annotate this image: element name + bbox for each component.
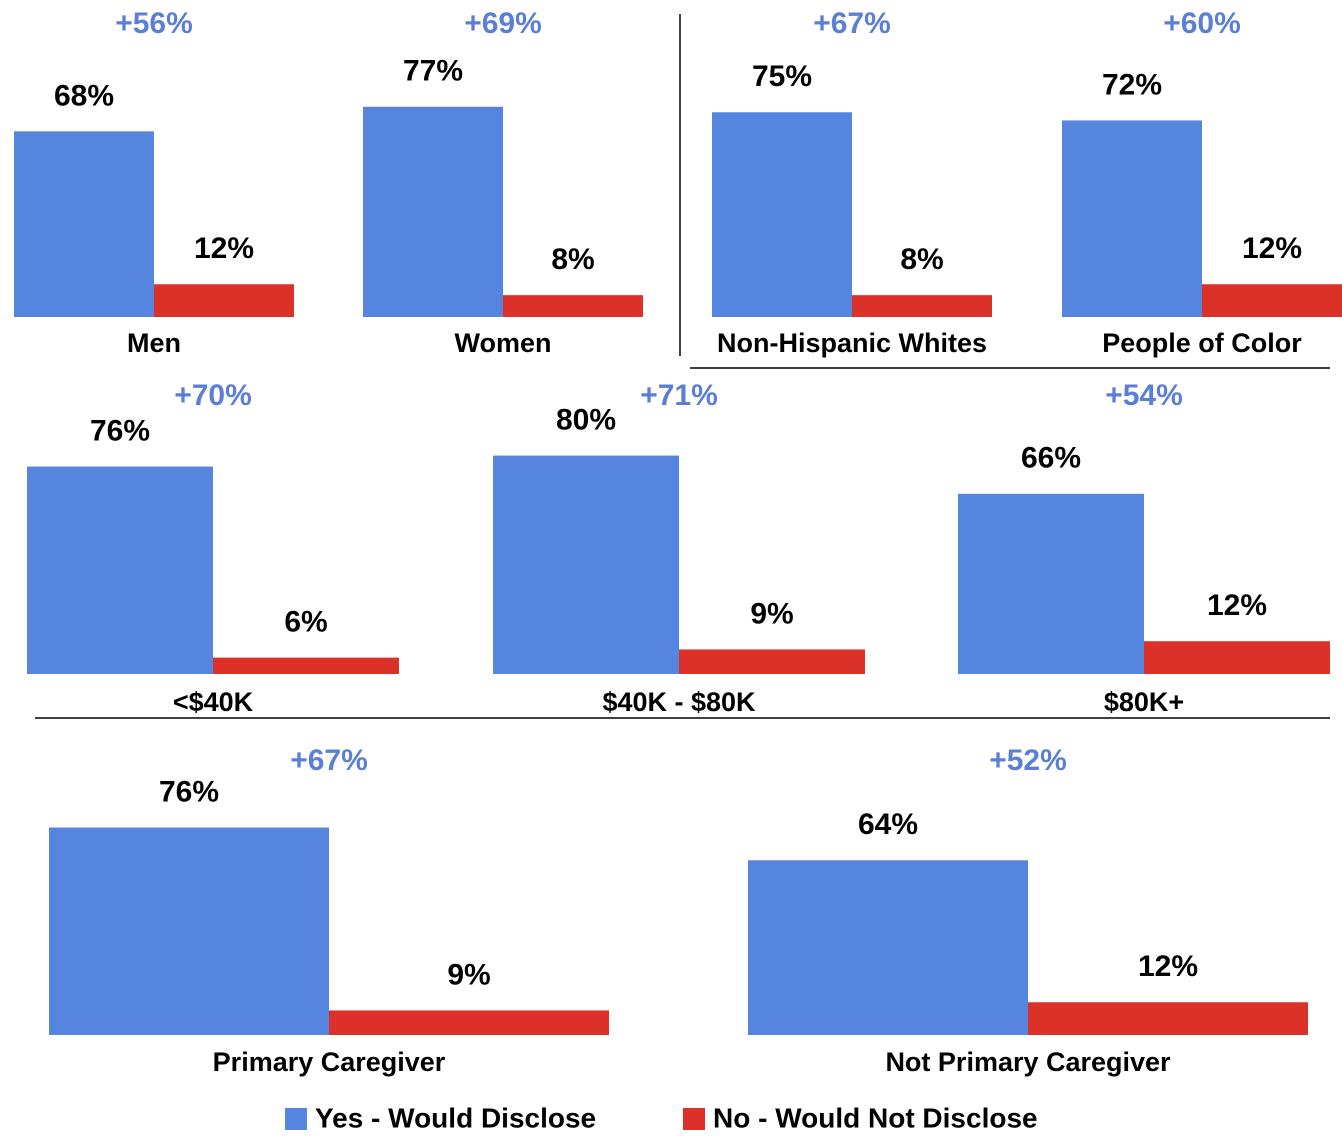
difference-label: +71% bbox=[640, 379, 718, 412]
value-label: 68% bbox=[54, 79, 114, 112]
category-label: Non-Hispanic Whites bbox=[717, 328, 987, 358]
value-label: 9% bbox=[447, 958, 490, 991]
bar bbox=[679, 649, 865, 674]
legend-label: No - Would Not Disclose bbox=[713, 1102, 1038, 1133]
value-label: 9% bbox=[750, 597, 793, 630]
bar bbox=[213, 657, 399, 674]
bar bbox=[1144, 641, 1330, 674]
legend-label: Yes - Would Disclose bbox=[315, 1102, 596, 1133]
bar bbox=[329, 1010, 609, 1035]
category-label: Primary Caregiver bbox=[213, 1047, 446, 1077]
bar bbox=[1202, 284, 1342, 317]
value-label: 80% bbox=[556, 404, 616, 437]
difference-label: +54% bbox=[1105, 379, 1183, 412]
legend-swatch bbox=[285, 1108, 307, 1130]
value-label: 76% bbox=[159, 775, 219, 808]
category-label: Not Primary Caregiver bbox=[885, 1047, 1171, 1077]
category-label: People of Color bbox=[1102, 328, 1302, 358]
legend-swatch bbox=[683, 1108, 705, 1130]
value-label: 77% bbox=[403, 55, 463, 88]
value-label: 12% bbox=[194, 232, 254, 265]
value-label: 8% bbox=[551, 243, 594, 276]
value-label: 64% bbox=[858, 808, 918, 841]
value-label: 66% bbox=[1021, 442, 1081, 475]
difference-label: +67% bbox=[290, 744, 368, 777]
value-label: 12% bbox=[1138, 950, 1198, 983]
value-label: 6% bbox=[284, 606, 327, 639]
bar bbox=[14, 131, 154, 317]
difference-label: +56% bbox=[115, 7, 193, 40]
category-label: Women bbox=[454, 328, 551, 358]
difference-label: +70% bbox=[174, 379, 252, 412]
value-label: 8% bbox=[900, 243, 943, 276]
difference-label: +69% bbox=[464, 7, 542, 40]
difference-label: +52% bbox=[989, 744, 1067, 777]
difference-label: +60% bbox=[1163, 7, 1241, 40]
bar bbox=[27, 466, 213, 674]
category-label: Men bbox=[127, 328, 181, 358]
value-label: 72% bbox=[1102, 68, 1162, 101]
difference-label: +67% bbox=[813, 7, 891, 40]
bar bbox=[154, 284, 294, 317]
bar bbox=[503, 295, 643, 317]
category-label: <$40K bbox=[173, 687, 254, 717]
bar bbox=[493, 455, 679, 674]
value-label: 12% bbox=[1242, 232, 1302, 265]
bar bbox=[958, 493, 1144, 674]
bar bbox=[1062, 120, 1202, 317]
bar bbox=[1028, 1002, 1308, 1035]
bar bbox=[363, 106, 503, 317]
bar bbox=[712, 112, 852, 317]
category-label: $80K+ bbox=[1104, 687, 1184, 717]
bar bbox=[748, 860, 1028, 1035]
bar bbox=[852, 295, 992, 317]
value-label: 12% bbox=[1207, 589, 1267, 622]
value-label: 75% bbox=[752, 60, 812, 93]
value-label: 76% bbox=[90, 414, 150, 447]
category-label: $40K - $80K bbox=[602, 687, 756, 717]
bar bbox=[49, 827, 329, 1035]
